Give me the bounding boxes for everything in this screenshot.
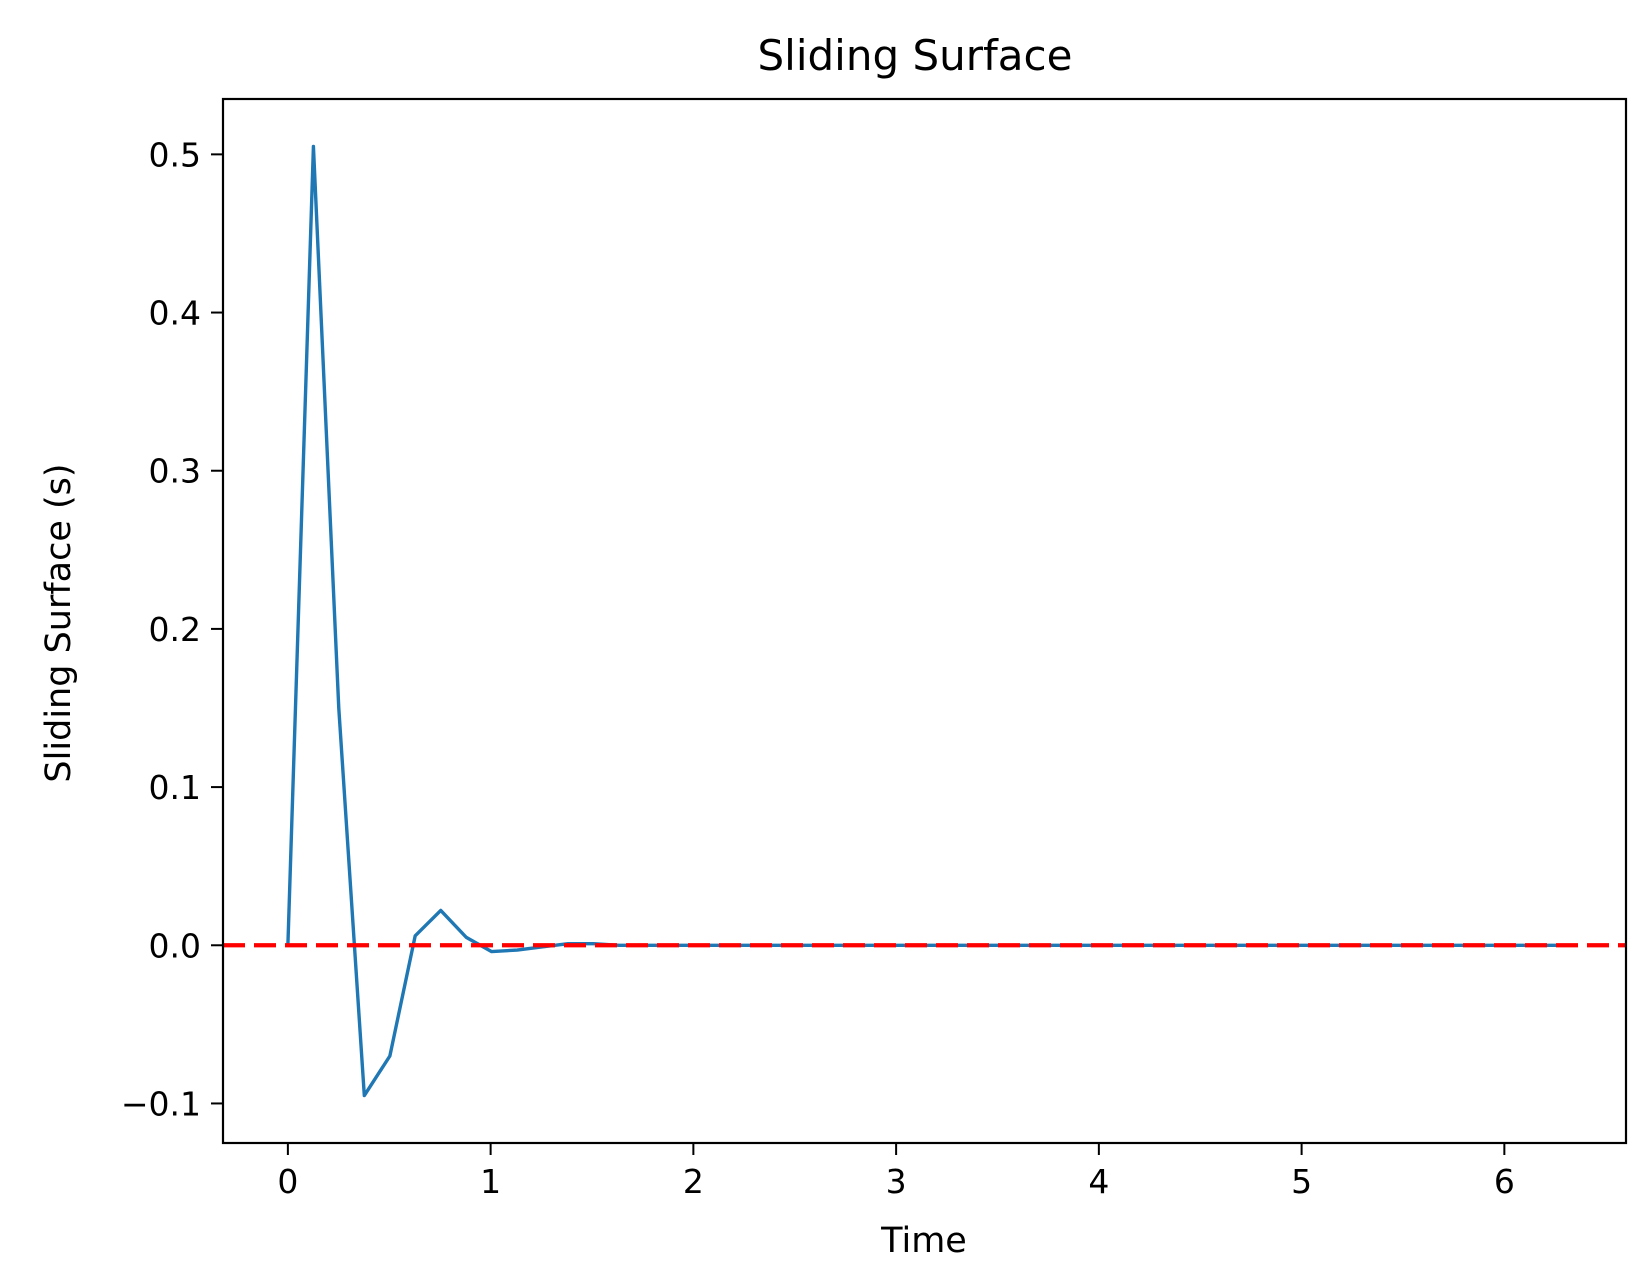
y-tick-label: 0.2 (149, 610, 201, 649)
x-tick-label: 6 (1494, 1162, 1515, 1201)
sliding-surface-line (286, 144, 1562, 1098)
x-tick-label: 5 (1291, 1162, 1312, 1201)
x-tick-label: 4 (1088, 1162, 1109, 1201)
x-tick-label: 2 (683, 1162, 704, 1201)
y-tick-label: 0.5 (149, 135, 201, 174)
x-tick-label: 3 (886, 1162, 907, 1201)
x-tick-label: 0 (277, 1162, 298, 1201)
x-axis-label: Time (880, 1221, 967, 1261)
chart-title: Sliding Surface (758, 31, 1073, 80)
y-axis-label: Sliding Surface (s) (39, 463, 79, 782)
x-axis: 0 1 2 3 4 5 6 (277, 1143, 1515, 1201)
y-tick-label: 0.0 (149, 926, 201, 965)
y-tick-label: 0.1 (149, 768, 201, 807)
y-axis: −0.1 0.0 0.1 0.2 0.3 0.4 0.5 (121, 135, 223, 1123)
x-tick-label: 1 (480, 1162, 501, 1201)
axes-frame (221, 97, 1628, 1145)
plot-area (223, 144, 1626, 1098)
y-tick-label: 0.3 (149, 452, 201, 491)
y-tick-label: −0.1 (121, 1084, 201, 1123)
y-tick-label: 0.4 (149, 294, 201, 333)
